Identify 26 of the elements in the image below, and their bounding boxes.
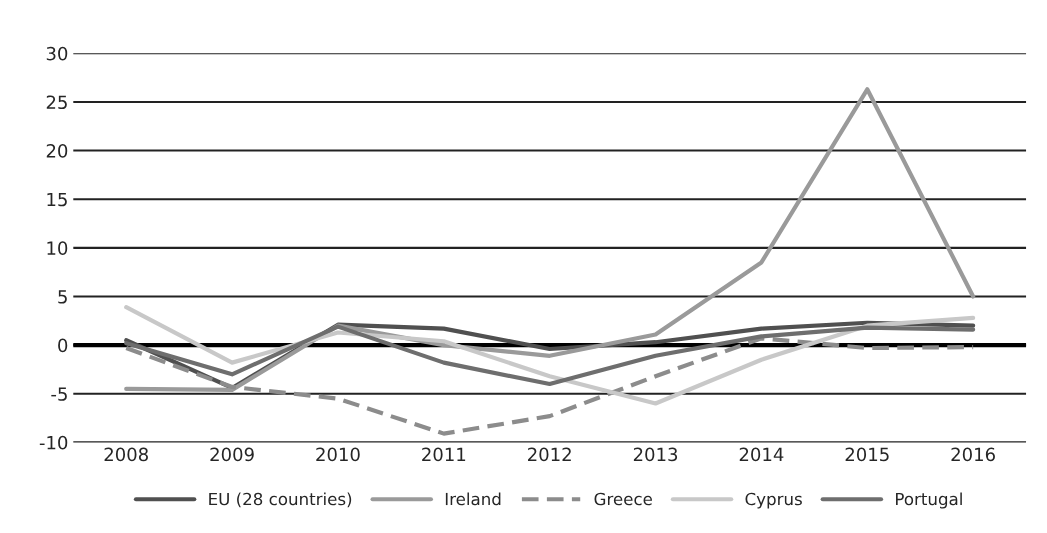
legend-label: Portugal bbox=[896, 492, 962, 509]
legend-label: Greece bbox=[594, 492, 652, 506]
y-tick-label: -5 bbox=[51, 387, 67, 401]
x-tick-label: 2011 bbox=[422, 447, 466, 462]
x-tick-label: 2009 bbox=[210, 447, 254, 462]
x-tick-label: 2014 bbox=[739, 447, 784, 462]
y-tick-label: 25 bbox=[46, 95, 67, 110]
x-tick-label: 2008 bbox=[104, 447, 148, 462]
legend-label: Cyprus bbox=[745, 492, 802, 509]
x-tick-label: 2015 bbox=[845, 447, 889, 462]
y-tick-label: 30 bbox=[46, 46, 68, 61]
y-tick-label: 5 bbox=[58, 290, 67, 304]
y-tick-label: 10 bbox=[47, 241, 68, 255]
legend-label: EU (28 countries) bbox=[209, 492, 352, 508]
y-tick-label: 20 bbox=[46, 144, 68, 158]
y-tick-label: -10 bbox=[39, 435, 68, 450]
line-series bbox=[124, 336, 976, 436]
x-tick-label: 2012 bbox=[528, 447, 571, 462]
y-tick-label: 0 bbox=[58, 338, 68, 353]
line-series bbox=[124, 305, 976, 406]
legend-label: Ireland bbox=[445, 492, 501, 506]
x-tick-label: 2013 bbox=[633, 447, 678, 462]
x-tick-label: 2010 bbox=[316, 447, 360, 462]
line-series bbox=[124, 87, 976, 392]
x-tick-label: 2016 bbox=[951, 447, 995, 462]
y-tick-label: 15 bbox=[47, 192, 67, 207]
